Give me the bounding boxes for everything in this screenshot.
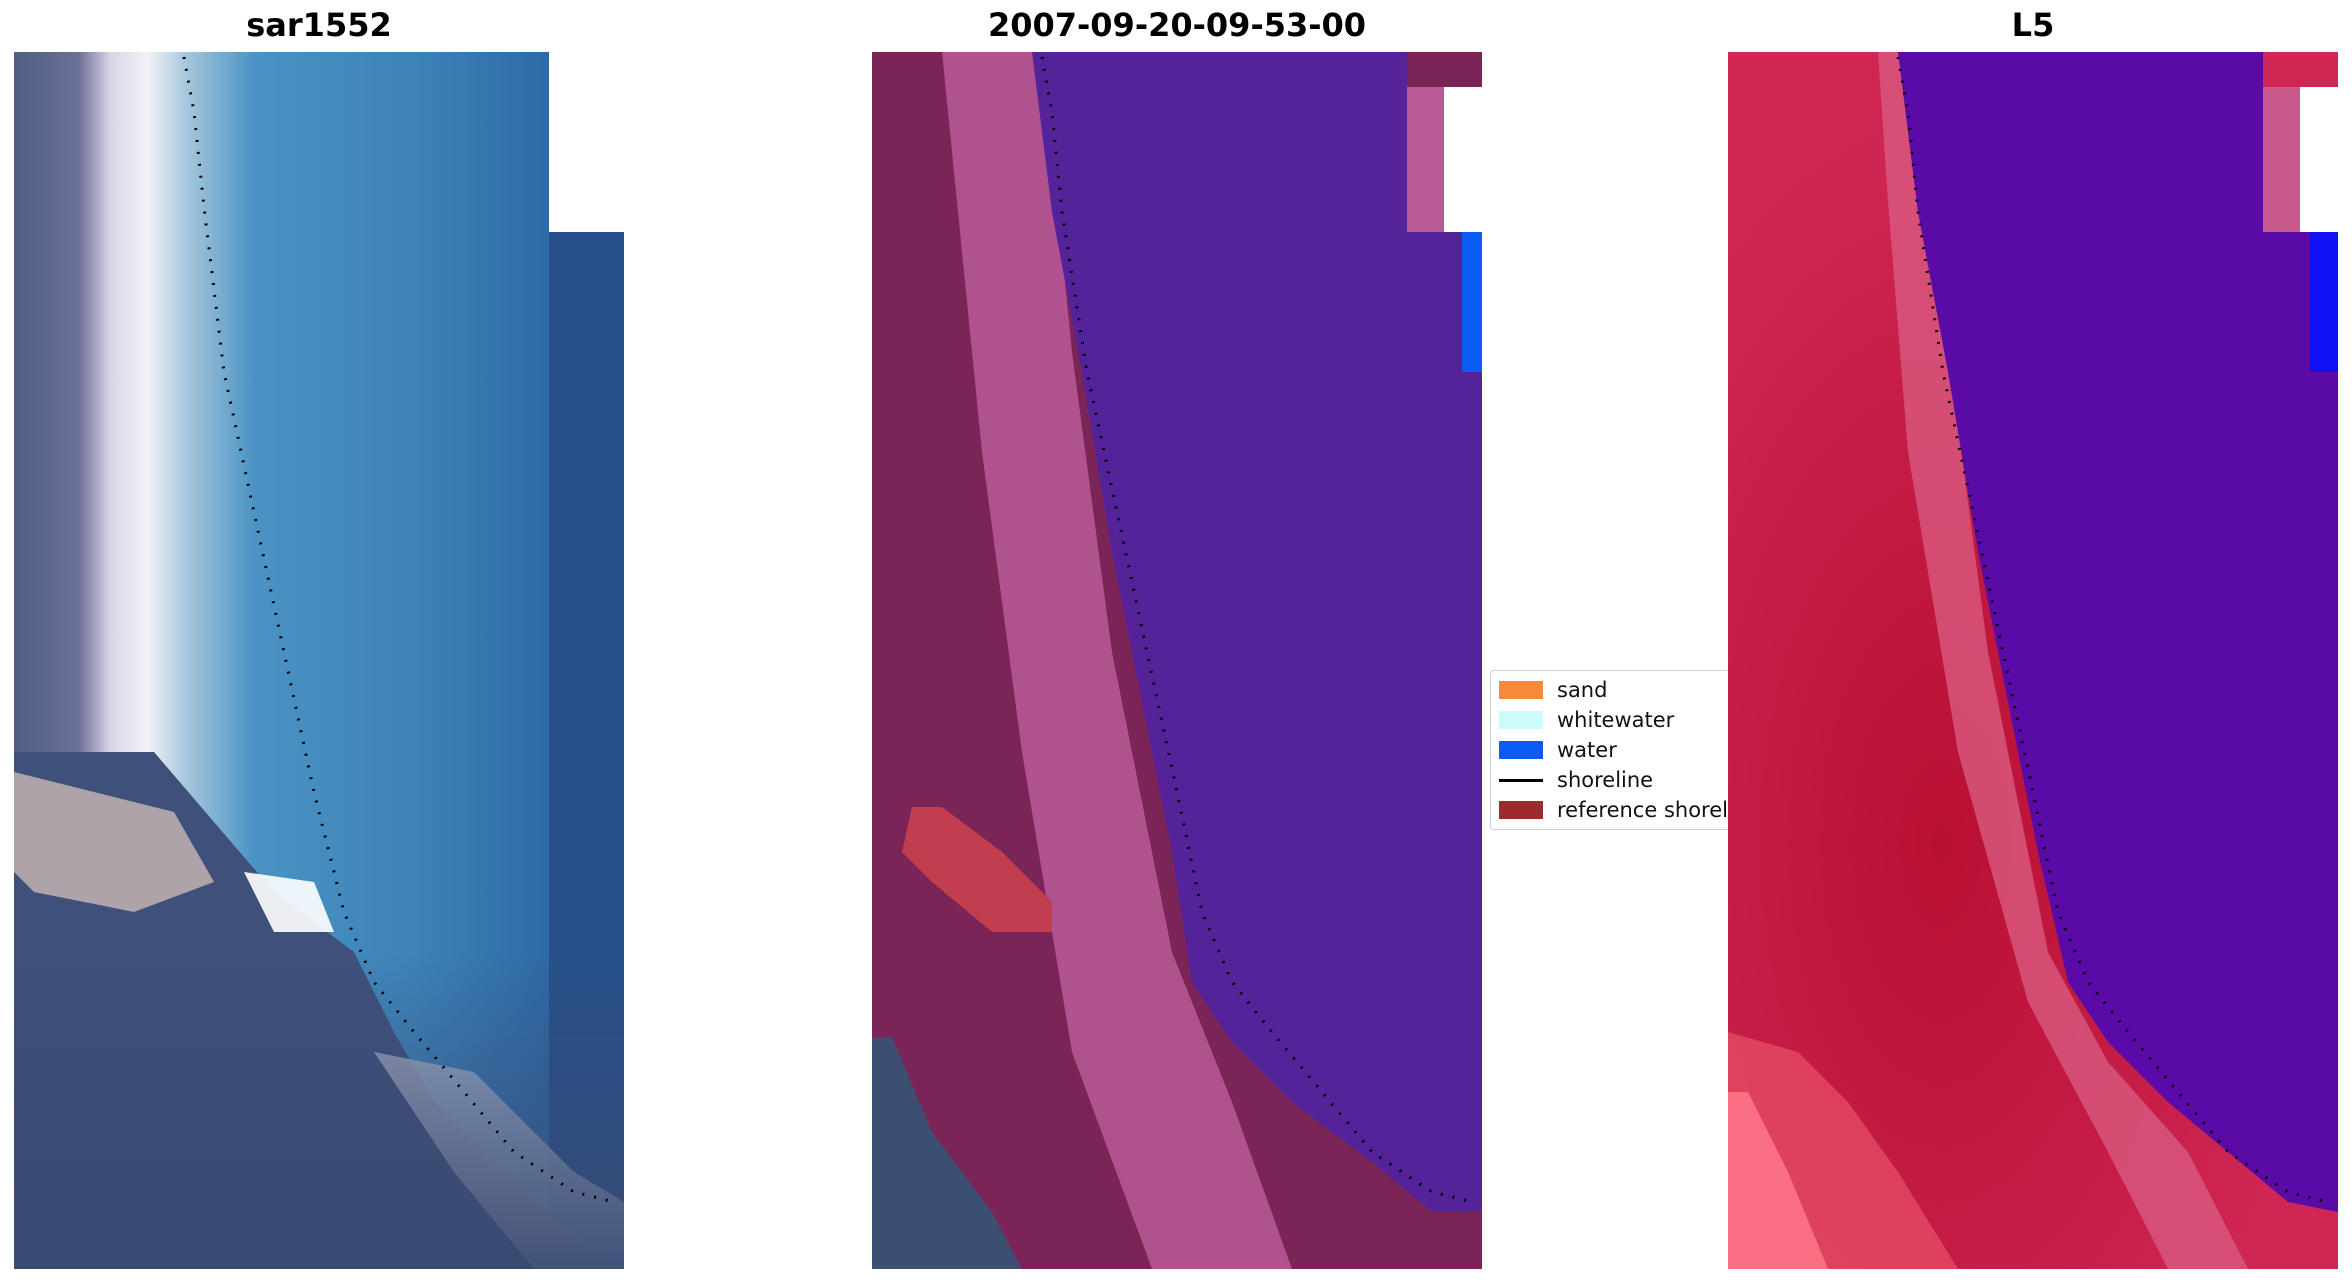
- legend-label-water: water: [1557, 738, 1617, 762]
- class-reference-patch: [902, 807, 1052, 932]
- legend-label-reference-shoreline: reference shoreli: [1557, 798, 1734, 822]
- index-image: [1728, 52, 2338, 1269]
- class-water-pixels: [1462, 232, 1482, 372]
- index-shoreline: [1896, 56, 2329, 1204]
- index-bright-patch: [1728, 1092, 1828, 1269]
- index-sea-area: [1898, 52, 2338, 1212]
- class-light-band: [942, 52, 1292, 1269]
- panel-rgb: sar1552: [14, 0, 624, 1283]
- class-nodata-corner: [1444, 87, 1482, 232]
- legend-label-shoreline: shoreline: [1557, 768, 1654, 792]
- index-water-pixels: [2310, 232, 2338, 372]
- panel-index: L5: [1728, 0, 2338, 1283]
- legend-item-sand: sand: [1499, 677, 1607, 703]
- rgb-sand-patch: [14, 772, 214, 912]
- panel-title-date: 2007-09-20-09-53-00: [987, 6, 1367, 44]
- class-sea-area: [1032, 52, 1482, 1212]
- legend-label-sand: sand: [1557, 678, 1608, 702]
- legend: sand whitewater water shoreline referenc…: [1490, 670, 1736, 830]
- class-shoreline: [1040, 56, 1473, 1204]
- shoreline-swatch: [1499, 778, 1543, 782]
- legend-item-water: water: [1499, 737, 1617, 763]
- classification-image: [872, 52, 1482, 1269]
- index-corner-light: [2263, 87, 2300, 232]
- panel-title-l5: L5: [2011, 6, 2055, 44]
- rgb-surf-bright: [244, 872, 334, 932]
- legend-item-whitewater: whitewater: [1499, 707, 1674, 733]
- panel-title-rgb: sar1552: [246, 6, 392, 44]
- index-nodata-corner: [2300, 87, 2338, 232]
- reference-shoreline-swatch: [1499, 801, 1543, 819]
- rgb-satellite-image: [14, 52, 624, 1269]
- sand-swatch: [1499, 681, 1543, 699]
- legend-item-shoreline: shoreline: [1499, 767, 1653, 793]
- water-swatch: [1499, 741, 1543, 759]
- rgb-shadow: [14, 952, 624, 1269]
- class-dark-corner: [872, 1037, 1022, 1269]
- class-corner-light: [1407, 87, 1444, 232]
- legend-label-whitewater: whitewater: [1557, 708, 1675, 732]
- rgb-nodata-corner: [549, 52, 624, 232]
- legend-item-reference-shoreline: reference shoreli: [1499, 797, 1734, 823]
- whitewater-swatch: [1499, 711, 1543, 729]
- panel-classification: 2007-09-20-09-53-00: [872, 0, 1482, 1283]
